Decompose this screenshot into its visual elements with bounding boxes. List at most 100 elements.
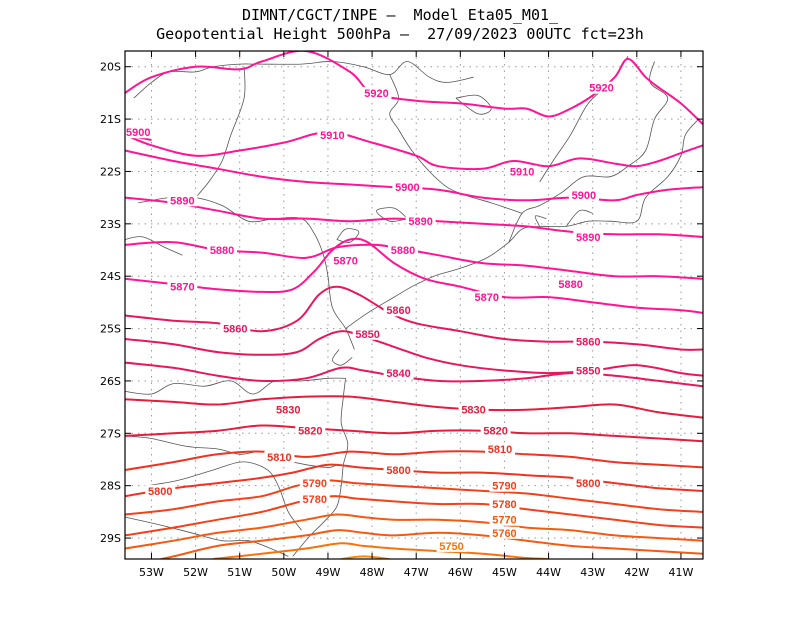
contour-label: 5900 <box>572 190 596 202</box>
contour-label: 5880 <box>391 245 415 257</box>
contour-line <box>125 395 703 419</box>
contour-line <box>125 51 703 126</box>
y-tick-label: 26S <box>100 375 121 388</box>
contour-line <box>213 542 549 559</box>
contour-line <box>125 330 703 377</box>
x-tick-label: 49W <box>316 566 341 579</box>
border-line <box>376 207 408 222</box>
contour-label-bg <box>471 291 502 304</box>
contour-label: 5810 <box>267 452 291 464</box>
contour-line <box>341 555 390 559</box>
axis-ticks: 53W 52W 51W 50W 49W 48W 47W 46W 45W 44W 43W 42W 41W 2… <box>100 51 703 579</box>
contour-label-bg <box>317 128 348 141</box>
contour-label: 5860 <box>576 337 600 349</box>
contour-line <box>125 237 703 314</box>
contour-label-bg <box>573 230 604 243</box>
y-tick-label: 27S <box>100 427 121 440</box>
border-line <box>125 377 346 395</box>
contour-label: 5770 <box>492 515 516 527</box>
border-line <box>133 61 474 99</box>
contour-label: 5830 <box>276 405 300 417</box>
contour-label: 5780 <box>302 494 326 506</box>
map-frame <box>124 50 704 560</box>
contour-label-bg <box>299 492 330 505</box>
contour-label-bg <box>264 450 295 463</box>
contour-label-bg <box>392 181 423 194</box>
x-tick-label: 44W <box>536 566 561 579</box>
contour-label-bg <box>568 189 599 202</box>
border-line <box>455 94 492 115</box>
contour-label-bg <box>586 81 617 94</box>
contour-line <box>125 513 703 550</box>
contour-label-bg <box>458 403 489 416</box>
contour-label: 5780 <box>492 499 516 511</box>
contour-label: 5890 <box>576 232 600 244</box>
contour-label-bg <box>295 424 326 437</box>
y-tick-label: 29S <box>100 532 121 545</box>
y-tick-label: 23S <box>100 218 121 231</box>
border-line <box>125 236 183 256</box>
contour-label-bg <box>489 479 520 492</box>
contour-line <box>157 529 703 559</box>
contour-label-bg <box>361 86 392 99</box>
border-line <box>125 516 289 557</box>
contour-label: 5900 <box>126 127 150 139</box>
contour-label: 5860 <box>386 305 410 317</box>
x-tick-label: 42W <box>624 566 649 579</box>
contour-label: 5800 <box>148 486 172 498</box>
x-tick-label: 47W <box>404 566 429 579</box>
contour-label-bg <box>383 367 414 380</box>
contour-label: 5850 <box>576 365 600 377</box>
contour-label: 5910 <box>320 130 344 142</box>
x-tick-label: 48W <box>360 566 385 579</box>
border-line <box>336 228 360 243</box>
contour-label: 5820 <box>298 426 322 438</box>
contour-line <box>125 424 703 443</box>
contour-label: 5790 <box>302 478 326 490</box>
contour-label: 5760 <box>492 528 516 540</box>
contour-label-bg <box>507 165 538 178</box>
contour-label-bg <box>405 215 436 228</box>
contour-label: 5890 <box>408 216 432 228</box>
y-tick-label: 22S <box>100 165 121 178</box>
contour-label-bg <box>489 526 520 539</box>
contour-label: 5790 <box>492 481 516 493</box>
contour-label-bg <box>387 244 418 257</box>
contour-label: 5880 <box>558 279 582 291</box>
border-line <box>195 66 246 198</box>
title-line-1: DIMNT/CGCT/INPE – Model Eta05_M01_ <box>241 6 559 24</box>
x-tick-label: 43W <box>580 566 605 579</box>
contour-label-bg <box>125 126 154 139</box>
border-line <box>389 74 523 214</box>
contour-label: 5830 <box>461 405 485 417</box>
contour-label-bg <box>299 477 330 490</box>
border-line <box>565 209 593 227</box>
x-tick-label: 45W <box>492 566 517 579</box>
contour-line <box>125 463 703 498</box>
contour-label-bg <box>489 498 520 511</box>
contour-label-bg <box>207 244 238 257</box>
border-line <box>332 349 353 366</box>
contour-label-bg <box>352 327 383 340</box>
contour-label: 5890 <box>170 195 194 207</box>
contour-label-bg <box>383 304 414 317</box>
contour-label-bg <box>480 424 511 437</box>
y-tick-label: 21S <box>100 113 121 126</box>
contour-line <box>125 495 703 537</box>
contour-label-bg <box>167 280 198 293</box>
contour-label-bg <box>145 484 176 497</box>
contour-label: 5840 <box>386 368 410 380</box>
contour-line <box>125 149 703 202</box>
contour-label-bg <box>220 322 251 335</box>
x-tick-label: 50W <box>271 566 296 579</box>
contour-label: 5910 <box>510 166 534 178</box>
contour-label-bg <box>330 254 361 267</box>
contour-label: 5850 <box>355 329 379 341</box>
x-tick-label: 41W <box>669 566 694 579</box>
contour-line <box>125 285 703 351</box>
contour-label: 5900 <box>395 182 419 194</box>
contour-label-bg <box>167 194 198 207</box>
contour-label: 5800 <box>576 478 600 490</box>
contour-label: 5860 <box>223 324 247 336</box>
